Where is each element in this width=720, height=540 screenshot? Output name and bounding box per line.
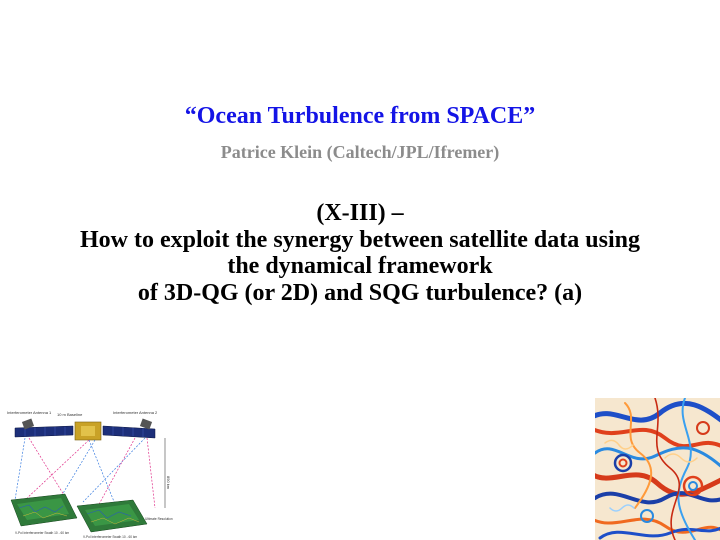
- slide-subtitle: (X-III) – How to exploit the synergy bet…: [0, 200, 720, 306]
- antenna-right-label: Interferometer Antenna 2: [113, 410, 158, 415]
- vortex-filaments: [595, 398, 720, 540]
- author-line: Patrice Klein (Caltech/JPL/Ifremer): [220, 142, 500, 162]
- altitude-label: 890 km: [166, 476, 171, 490]
- turbulence-field-image: [595, 398, 720, 540]
- swath-right: [76, 499, 148, 533]
- baseline-label: 10 m Baseline: [57, 412, 83, 417]
- subtitle-line: of 3D-QG (or 2D) and SQG turbulence? (a): [137, 279, 583, 306]
- subtitle-line: the dynamical framework: [227, 253, 493, 279]
- swath-left-label: V-Pol Interferometer Swath 10 - 60 km: [15, 531, 70, 535]
- satellite-swath-figure: Interferometer Antenna 1 10 m Baseline I…: [7, 410, 173, 539]
- swath-right-label: V-Pol Interferometer Swath 10 - 60 km: [83, 535, 138, 539]
- resolution-label: Ultimate Resolution: [145, 517, 173, 521]
- slide-title: “Ocean Turbulence from SPACE”: [184, 103, 536, 129]
- subtitle-line: (X-III) –: [316, 200, 404, 226]
- satellite-icon: [14, 418, 156, 441]
- swath-left: [10, 493, 78, 527]
- antenna-left-label: Interferometer Antenna 1: [7, 410, 52, 415]
- subtitle-line: How to exploit the synergy between satel…: [80, 226, 640, 253]
- radar-beams: [14, 437, 156, 509]
